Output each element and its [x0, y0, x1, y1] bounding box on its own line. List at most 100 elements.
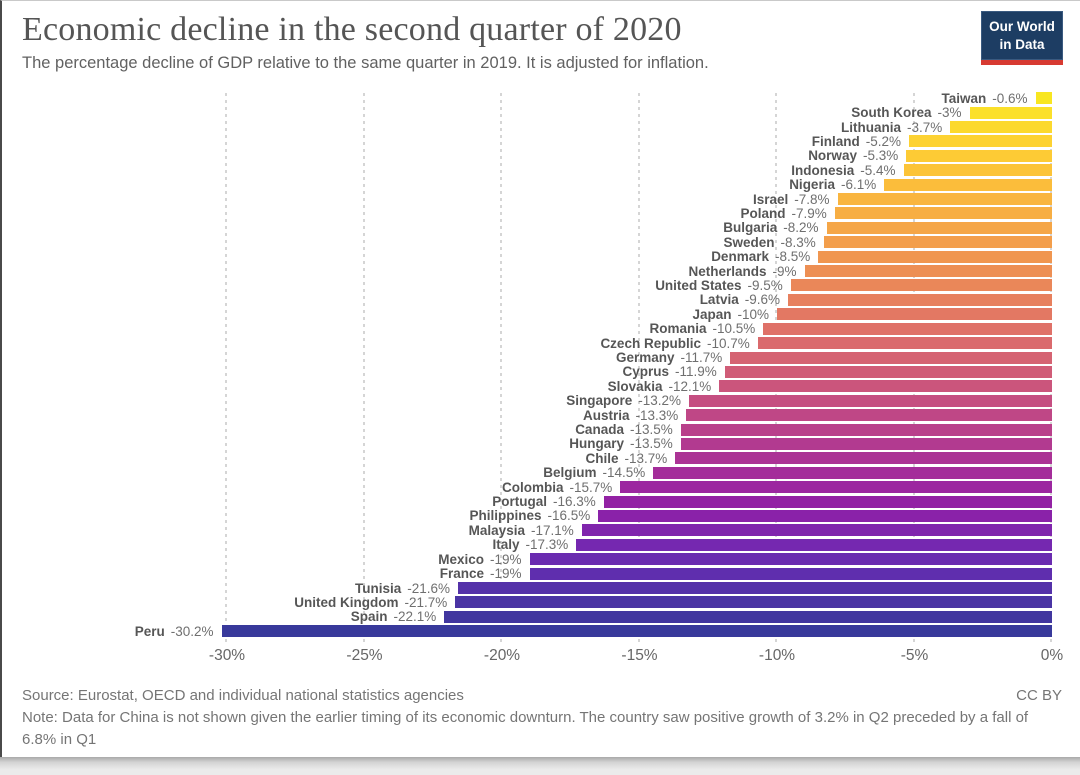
country-label: Nigeria	[789, 177, 835, 193]
bar-row: Romania -10.5%	[22, 321, 1052, 336]
value-label: -21.7%	[404, 594, 448, 610]
bar-row: Israel -7.8%	[22, 192, 1052, 207]
bar-row: United States -9.5%	[22, 278, 1052, 293]
bar-row: Philippines -16.5%	[22, 508, 1052, 524]
bar[interactable]	[823, 236, 1052, 249]
bar-label: Portugal -16.3%	[492, 494, 596, 509]
x-tick-label: 0%	[1040, 647, 1064, 664]
bar-label: Norway -5.3%	[808, 148, 898, 163]
bar-row: Finland -5.2%	[22, 134, 1052, 149]
value-label: -6.1%	[840, 177, 877, 193]
bar[interactable]	[950, 121, 1052, 134]
country-label: Mexico	[438, 551, 484, 567]
bar-row: Cyprus -11.9%	[22, 364, 1052, 380]
bar-label: Singapore -13.2%	[566, 393, 681, 408]
bar[interactable]	[788, 293, 1052, 306]
x-axis: -30% -25% -20% -15% -10% -5% 0%	[22, 647, 1063, 669]
bar[interactable]	[903, 164, 1052, 177]
license-link[interactable]: CC BY	[1016, 687, 1062, 704]
country-label: France	[439, 566, 484, 582]
bar[interactable]	[598, 509, 1052, 522]
country-label: Tunisia	[354, 580, 402, 596]
value-label: -8.2%	[783, 220, 819, 236]
bar[interactable]	[906, 149, 1052, 162]
country-label: South Korea	[851, 105, 932, 121]
bar[interactable]	[680, 423, 1052, 436]
bar[interactable]	[837, 193, 1052, 206]
country-label: Poland	[740, 205, 786, 221]
value-label: -14.5%	[602, 465, 646, 481]
value-label: -0.6%	[992, 90, 1028, 106]
country-label: Latvia	[699, 292, 739, 308]
page-background-strip	[0, 757, 1080, 775]
bar[interactable]	[653, 466, 1052, 479]
chart-subtitle: The percentage decline of GDP relative t…	[22, 54, 709, 72]
bar-row: Canada -13.5%	[22, 422, 1052, 437]
bar-label: France -19%	[440, 566, 522, 581]
bar-label: Italy -17.3%	[492, 537, 568, 552]
bar[interactable]	[730, 351, 1052, 364]
owid-logo-text: Our World in Data	[981, 11, 1063, 60]
bar[interactable]	[826, 221, 1052, 234]
value-label: -11.9%	[674, 364, 717, 380]
bar[interactable]	[719, 380, 1052, 393]
country-label: Spain	[350, 609, 388, 625]
value-label: -13.5%	[629, 422, 673, 438]
bar[interactable]	[757, 337, 1052, 350]
bar[interactable]	[686, 409, 1052, 422]
bar[interactable]	[680, 437, 1052, 450]
value-label: -15.7%	[569, 479, 613, 495]
bar[interactable]	[763, 322, 1052, 335]
value-label: -13.7%	[624, 450, 668, 466]
bar[interactable]	[969, 106, 1052, 119]
bar[interactable]	[909, 135, 1052, 148]
bar[interactable]	[529, 567, 1052, 580]
value-label: -19%	[489, 551, 522, 567]
bar[interactable]	[724, 365, 1052, 378]
bar[interactable]	[834, 207, 1052, 220]
bar-label: Sweden -8.3%	[723, 235, 815, 250]
value-label: -13.3%	[635, 407, 679, 423]
plot-area: Taiwan -0.6% South Korea -3% Lithuania -3.7% F…	[22, 90, 1052, 645]
bar-row: Czech Republic -10.7%	[22, 336, 1052, 351]
bar[interactable]	[675, 452, 1052, 465]
country-label: Denmark	[711, 249, 769, 265]
bar-label: Hungary -13.5%	[569, 436, 673, 451]
value-label: -16.5%	[547, 508, 591, 524]
bar-label: Lithuania -3.7%	[841, 120, 942, 135]
bar[interactable]	[818, 250, 1052, 263]
value-label: -9%	[772, 263, 797, 279]
owid-logo-stripe	[981, 59, 1063, 65]
bar-label: Nigeria -6.1%	[789, 177, 876, 192]
value-label: -13.5%	[629, 436, 673, 452]
country-label: Canada	[575, 422, 624, 438]
bar[interactable]	[455, 596, 1052, 609]
bar-label: Canada -13.5%	[575, 422, 673, 437]
bar[interactable]	[529, 553, 1052, 566]
value-label: -12.1%	[668, 378, 712, 394]
country-label: Cyprus	[622, 364, 669, 380]
x-tick-label: -10%	[758, 647, 796, 664]
bar[interactable]	[581, 524, 1052, 537]
bar[interactable]	[689, 394, 1052, 407]
bar-label: Colombia -15.7%	[502, 480, 612, 495]
bar[interactable]	[444, 610, 1052, 623]
bar[interactable]	[790, 279, 1052, 292]
bar[interactable]	[221, 625, 1052, 638]
country-label: Austria	[582, 407, 630, 423]
bar-label: Germany -11.7%	[616, 350, 722, 365]
bar[interactable]	[458, 582, 1052, 595]
owid-logo[interactable]: Our World in Data	[981, 11, 1063, 65]
bar[interactable]	[603, 495, 1052, 508]
bar[interactable]	[804, 265, 1052, 278]
bar-label: Belgium -14.5%	[543, 465, 645, 480]
bar[interactable]	[620, 481, 1052, 494]
bar-label: South Korea -3%	[851, 105, 961, 120]
bar-row: Nigeria -6.1%	[22, 177, 1052, 192]
bar[interactable]	[1035, 92, 1052, 105]
bar-row: Bulgaria -8.2%	[22, 220, 1052, 236]
bar[interactable]	[777, 308, 1052, 321]
bar[interactable]	[884, 178, 1052, 191]
value-label: -3%	[937, 105, 962, 121]
bar[interactable]	[576, 538, 1052, 551]
